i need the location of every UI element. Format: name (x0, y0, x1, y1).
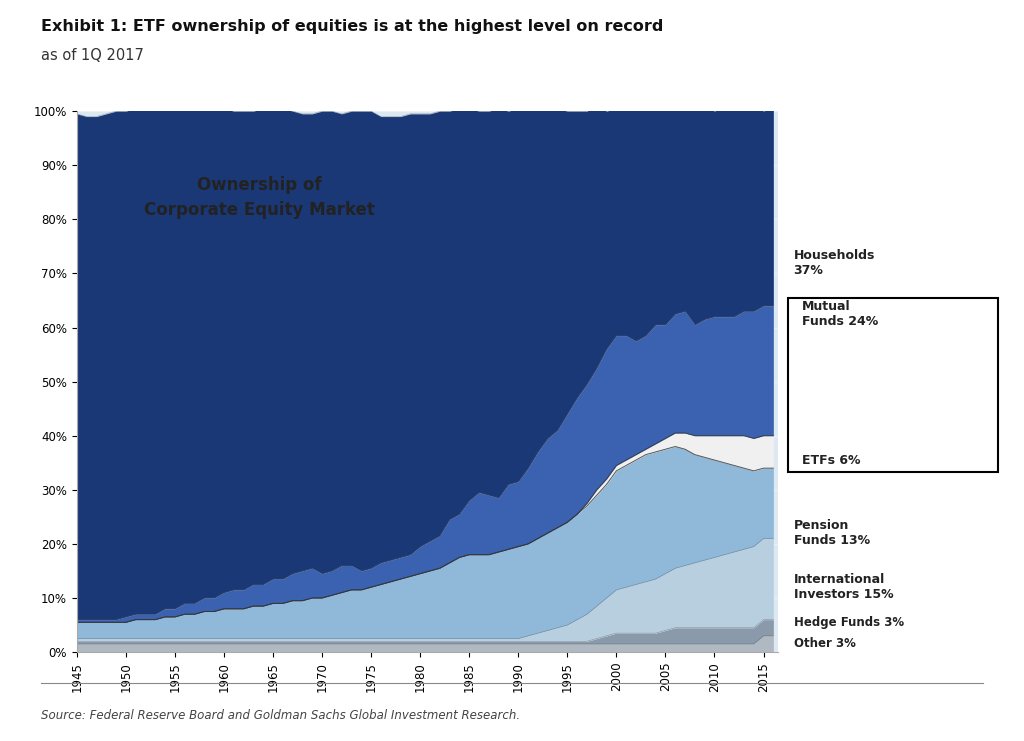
Text: Exhibit 1: ETF ownership of equities is at the highest level on record: Exhibit 1: ETF ownership of equities is … (41, 19, 664, 33)
Text: Other 3%: Other 3% (794, 637, 855, 651)
Text: Hedge Funds 3%: Hedge Funds 3% (794, 616, 904, 629)
Text: Households
37%: Households 37% (794, 249, 874, 276)
Text: Ownership of
Corporate Equity Market: Ownership of Corporate Equity Market (143, 176, 375, 219)
Text: as of 1Q 2017: as of 1Q 2017 (41, 48, 143, 63)
Text: Source: Federal Reserve Board and Goldman Sachs Global Investment Research.: Source: Federal Reserve Board and Goldma… (41, 709, 520, 722)
Text: Mutual
Funds 24%: Mutual Funds 24% (802, 300, 878, 328)
Text: Pension
Funds 13%: Pension Funds 13% (794, 519, 869, 547)
Text: International
Investors 15%: International Investors 15% (794, 574, 893, 601)
Text: ETFs 6%: ETFs 6% (802, 453, 860, 467)
